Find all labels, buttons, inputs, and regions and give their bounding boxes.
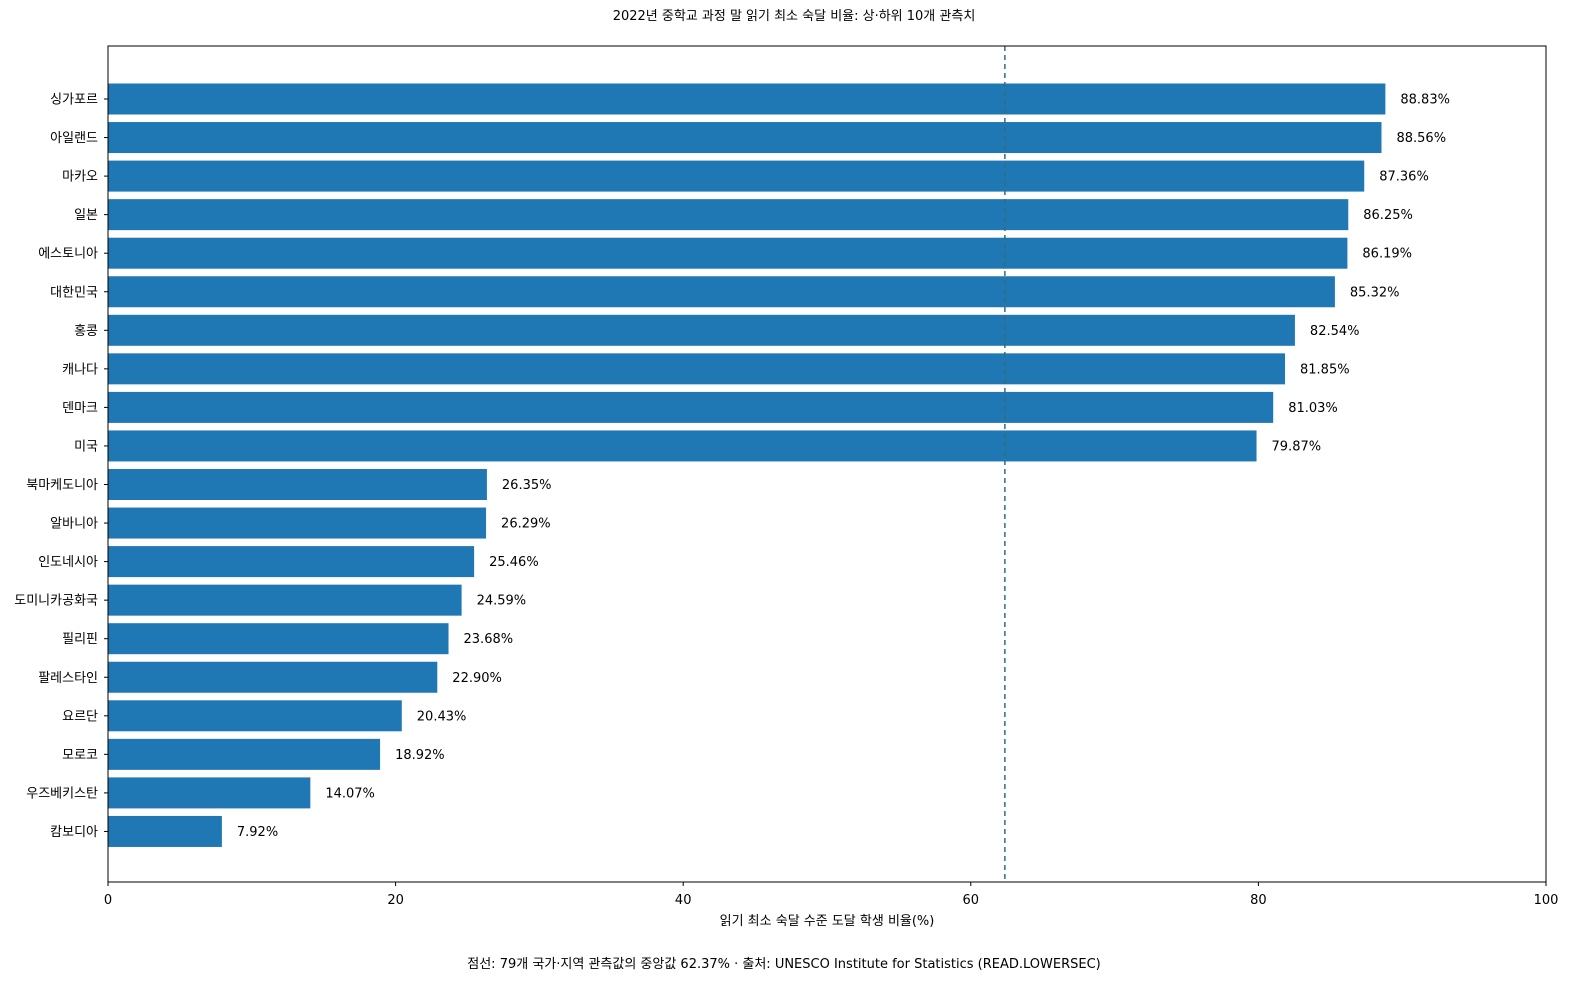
value-label: 7.92%: [237, 825, 278, 840]
x-axis: 0 20 40 60 80 100: [104, 882, 1559, 908]
value-label: 87.36%: [1379, 170, 1429, 185]
bar: [108, 469, 487, 500]
y-tick-label: 알바니아: [50, 517, 98, 532]
y-tick-label: 필리핀: [62, 632, 98, 647]
y-tick-label: 우즈베키스탄: [26, 786, 98, 801]
x-tick-label: 60: [963, 893, 980, 908]
bar: [108, 661, 438, 693]
bar: [108, 507, 487, 539]
value-label: 88.83%: [1400, 93, 1450, 108]
value-label: 25.46%: [489, 555, 539, 570]
bar: [108, 122, 1382, 154]
bar: [108, 391, 1274, 423]
x-tick-label: 0: [104, 893, 112, 908]
bar: [108, 700, 402, 732]
value-label: 26.35%: [502, 478, 552, 493]
value-label: 14.07%: [325, 786, 375, 801]
x-tick-label: 80: [1250, 893, 1267, 908]
y-tick-label: 마카오: [62, 170, 98, 185]
bar: [108, 353, 1286, 385]
chart-title: 2022년 중학교 과정 말 읽기 최소 숙달 비율: 상·하위 10개 관측치: [613, 9, 976, 24]
y-tick-label: 미국: [74, 439, 98, 454]
y-tick-label: 홍콩: [74, 324, 98, 339]
y-tick-label: 에스토니아: [38, 247, 98, 262]
y-tick-label: 인도네시아: [38, 555, 98, 570]
y-tick-label: 덴마크: [62, 401, 98, 416]
y-tick-label: 싱가포르: [50, 93, 98, 108]
y-tick-label: 일본: [74, 208, 98, 223]
y-tick-label: 요르단: [62, 709, 98, 724]
y-tick-label: 캄보디아: [50, 825, 98, 840]
bars-layer: 88.83% 88.56% 87.36% 86.25% 86.19% 85.32% 82.5…: [108, 83, 1450, 847]
y-tick-label: 모로코: [62, 748, 98, 763]
x-tick-label: 20: [387, 893, 404, 908]
x-tick-label: 100: [1534, 893, 1559, 908]
value-label: 26.29%: [501, 517, 551, 532]
value-label: 18.92%: [395, 748, 445, 763]
value-label: 81.03%: [1288, 401, 1338, 416]
y-tick-label: 캐나다: [62, 362, 98, 377]
value-label: 88.56%: [1396, 131, 1446, 146]
y-tick-label: 북마케도니아: [26, 478, 98, 493]
value-label: 79.87%: [1272, 439, 1322, 454]
value-label: 85.32%: [1350, 285, 1400, 300]
value-label: 81.85%: [1300, 362, 1350, 377]
y-axis: 싱가포르아일랜드마카오일본에스토니아대한민국홍콩캐나다덴마크미국북마케도니아알바…: [14, 93, 108, 840]
bar: [108, 777, 311, 809]
footnote: 점선: 79개 국가·지역 관측값의 중앙값 62.37% · 출처: UNES…: [467, 957, 1100, 972]
bar: [108, 623, 449, 655]
y-tick-label: 도미니카공화국: [14, 594, 98, 609]
bar: [108, 276, 1335, 308]
bar: [108, 738, 381, 770]
bar: [108, 199, 1349, 231]
value-label: 82.54%: [1310, 324, 1360, 339]
y-tick-label: 아일랜드: [50, 131, 98, 146]
y-tick-label: 팔레스타인: [38, 671, 98, 686]
bar: [108, 430, 1257, 462]
x-tick-label: 40: [675, 893, 692, 908]
bar: [108, 314, 1295, 346]
value-label: 86.25%: [1363, 208, 1413, 223]
plot-frame: [107, 45, 1547, 883]
bar: [108, 160, 1365, 192]
value-label: 24.59%: [477, 594, 527, 609]
bar: [108, 815, 222, 847]
value-label: 20.43%: [417, 709, 467, 724]
value-label: 23.68%: [464, 632, 514, 647]
bar: [108, 584, 462, 616]
bar: [108, 546, 475, 578]
value-label: 86.19%: [1362, 247, 1412, 262]
y-tick-label: 대한민국: [50, 285, 98, 300]
bar: [108, 237, 1348, 269]
value-label: 22.90%: [452, 671, 502, 686]
x-axis-label: 읽기 최소 숙달 수준 도달 학생 비율(%): [720, 914, 935, 929]
bar: [108, 83, 1386, 115]
